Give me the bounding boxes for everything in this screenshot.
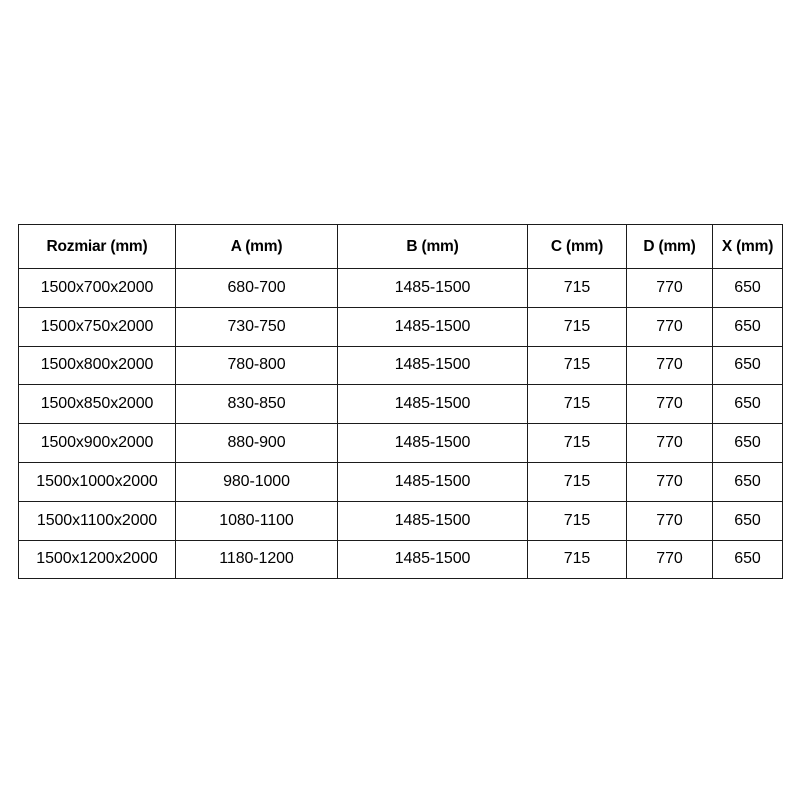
cell-a: 1080-1100 xyxy=(175,500,338,541)
table-row: 1500x850x2000 830-850 1485-1500 715 770 650 xyxy=(18,384,783,425)
dimensions-table-container: Rozmiar (mm) A (mm) B (mm) C (mm) D (mm)… xyxy=(18,224,783,580)
column-header-size: Rozmiar (mm) xyxy=(18,224,176,269)
table-row: 1500x700x2000 680-700 1485-1500 715 770 650 xyxy=(18,268,783,308)
cell-c: 715 xyxy=(527,539,627,580)
table-row: 1500x800x2000 780-800 1485-1500 715 770 650 xyxy=(18,345,783,386)
cell-d: 770 xyxy=(626,268,713,308)
dimensions-table: Rozmiar (mm) A (mm) B (mm) C (mm) D (mm)… xyxy=(18,224,783,580)
column-header-d: D (mm) xyxy=(626,224,713,269)
cell-c: 715 xyxy=(527,461,627,502)
cell-x: 650 xyxy=(712,539,783,580)
cell-size: 1500x1000x2000 xyxy=(18,461,176,502)
cell-x: 650 xyxy=(712,461,783,502)
cell-b: 1485-1500 xyxy=(337,423,528,463)
cell-size: 1500x850x2000 xyxy=(18,384,176,425)
cell-b: 1485-1500 xyxy=(337,384,528,425)
cell-a: 730-750 xyxy=(175,306,338,347)
cell-d: 770 xyxy=(626,384,713,425)
cell-x: 650 xyxy=(712,384,783,425)
column-header-a: A (mm) xyxy=(175,224,338,269)
cell-x: 650 xyxy=(712,423,783,463)
cell-c: 715 xyxy=(527,500,627,541)
cell-b: 1485-1500 xyxy=(337,500,528,541)
cell-d: 770 xyxy=(626,306,713,347)
cell-d: 770 xyxy=(626,500,713,541)
cell-d: 770 xyxy=(626,345,713,386)
cell-x: 650 xyxy=(712,500,783,541)
column-header-x: X (mm) xyxy=(712,224,783,269)
cell-a: 980-1000 xyxy=(175,461,338,502)
cell-x: 650 xyxy=(712,345,783,386)
cell-size: 1500x750x2000 xyxy=(18,306,176,347)
cell-a: 880-900 xyxy=(175,423,338,463)
cell-b: 1485-1500 xyxy=(337,306,528,347)
table-header: Rozmiar (mm) A (mm) B (mm) C (mm) D (mm)… xyxy=(18,224,783,269)
table-row: 1500x1100x2000 1080-1100 1485-1500 715 770 65… xyxy=(18,500,783,541)
cell-d: 770 xyxy=(626,539,713,580)
cell-x: 650 xyxy=(712,306,783,347)
cell-x: 650 xyxy=(712,268,783,308)
cell-b: 1485-1500 xyxy=(337,268,528,308)
cell-b: 1485-1500 xyxy=(337,539,528,580)
cell-b: 1485-1500 xyxy=(337,345,528,386)
cell-c: 715 xyxy=(527,345,627,386)
cell-a: 780-800 xyxy=(175,345,338,386)
table-row: 1500x1200x2000 1180-1200 1485-1500 715 770 65… xyxy=(18,539,783,580)
cell-a: 1180-1200 xyxy=(175,539,338,580)
column-header-b: B (mm) xyxy=(337,224,528,269)
column-header-c: C (mm) xyxy=(527,224,627,269)
cell-c: 715 xyxy=(527,268,627,308)
cell-a: 680-700 xyxy=(175,268,338,308)
table-row: 1500x900x2000 880-900 1485-1500 715 770 650 xyxy=(18,423,783,463)
cell-d: 770 xyxy=(626,461,713,502)
cell-c: 715 xyxy=(527,306,627,347)
cell-c: 715 xyxy=(527,384,627,425)
cell-size: 1500x1100x2000 xyxy=(18,500,176,541)
cell-size: 1500x900x2000 xyxy=(18,423,176,463)
cell-a: 830-850 xyxy=(175,384,338,425)
cell-d: 770 xyxy=(626,423,713,463)
cell-b: 1485-1500 xyxy=(337,461,528,502)
table-header-row: Rozmiar (mm) A (mm) B (mm) C (mm) D (mm)… xyxy=(18,224,783,269)
cell-c: 715 xyxy=(527,423,627,463)
cell-size: 1500x1200x2000 xyxy=(18,539,176,580)
table-row: 1500x750x2000 730-750 1485-1500 715 770 650 xyxy=(18,306,783,347)
cell-size: 1500x800x2000 xyxy=(18,345,176,386)
table-body: 1500x700x2000 680-700 1485-1500 715 770 650 15… xyxy=(18,268,783,580)
cell-size: 1500x700x2000 xyxy=(18,268,176,308)
table-row: 1500x1000x2000 980-1000 1485-1500 715 770 650 xyxy=(18,461,783,502)
